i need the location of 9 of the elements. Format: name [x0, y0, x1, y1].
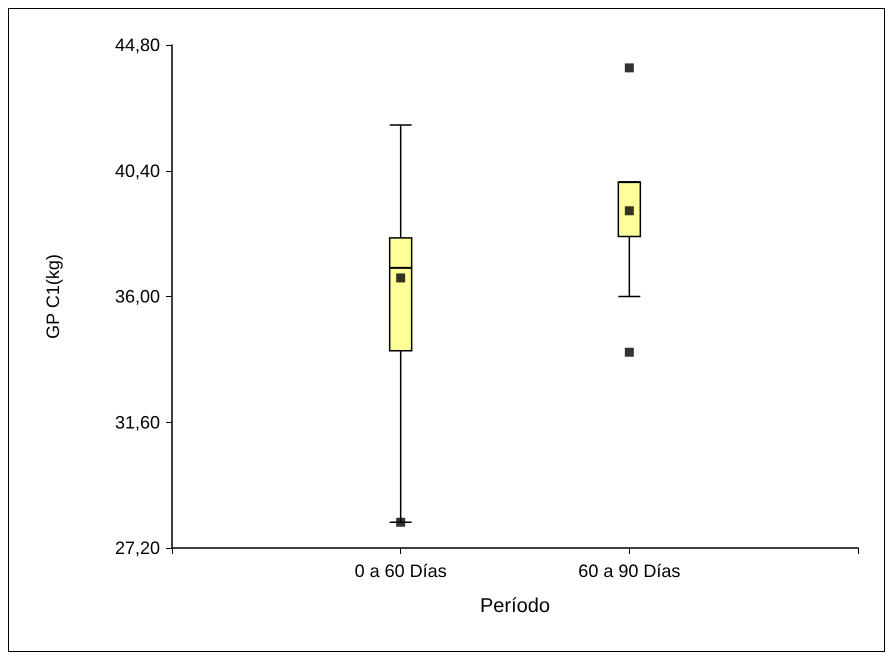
y-tick-label: 31,60 — [114, 412, 160, 432]
x-tick-label: 60 a 90 Días — [578, 561, 680, 581]
y-tick-label: 44,80 — [114, 35, 160, 55]
x-axis-title: Período — [480, 595, 550, 617]
y-tick-label: 27,20 — [114, 538, 160, 558]
x-tick-label: 0 a 60 Días — [354, 561, 447, 581]
y-tick-label: 36,00 — [114, 286, 160, 306]
y-axis-title: GP C1(kg) — [43, 254, 63, 339]
y-tick-label: 40,40 — [114, 160, 160, 181]
